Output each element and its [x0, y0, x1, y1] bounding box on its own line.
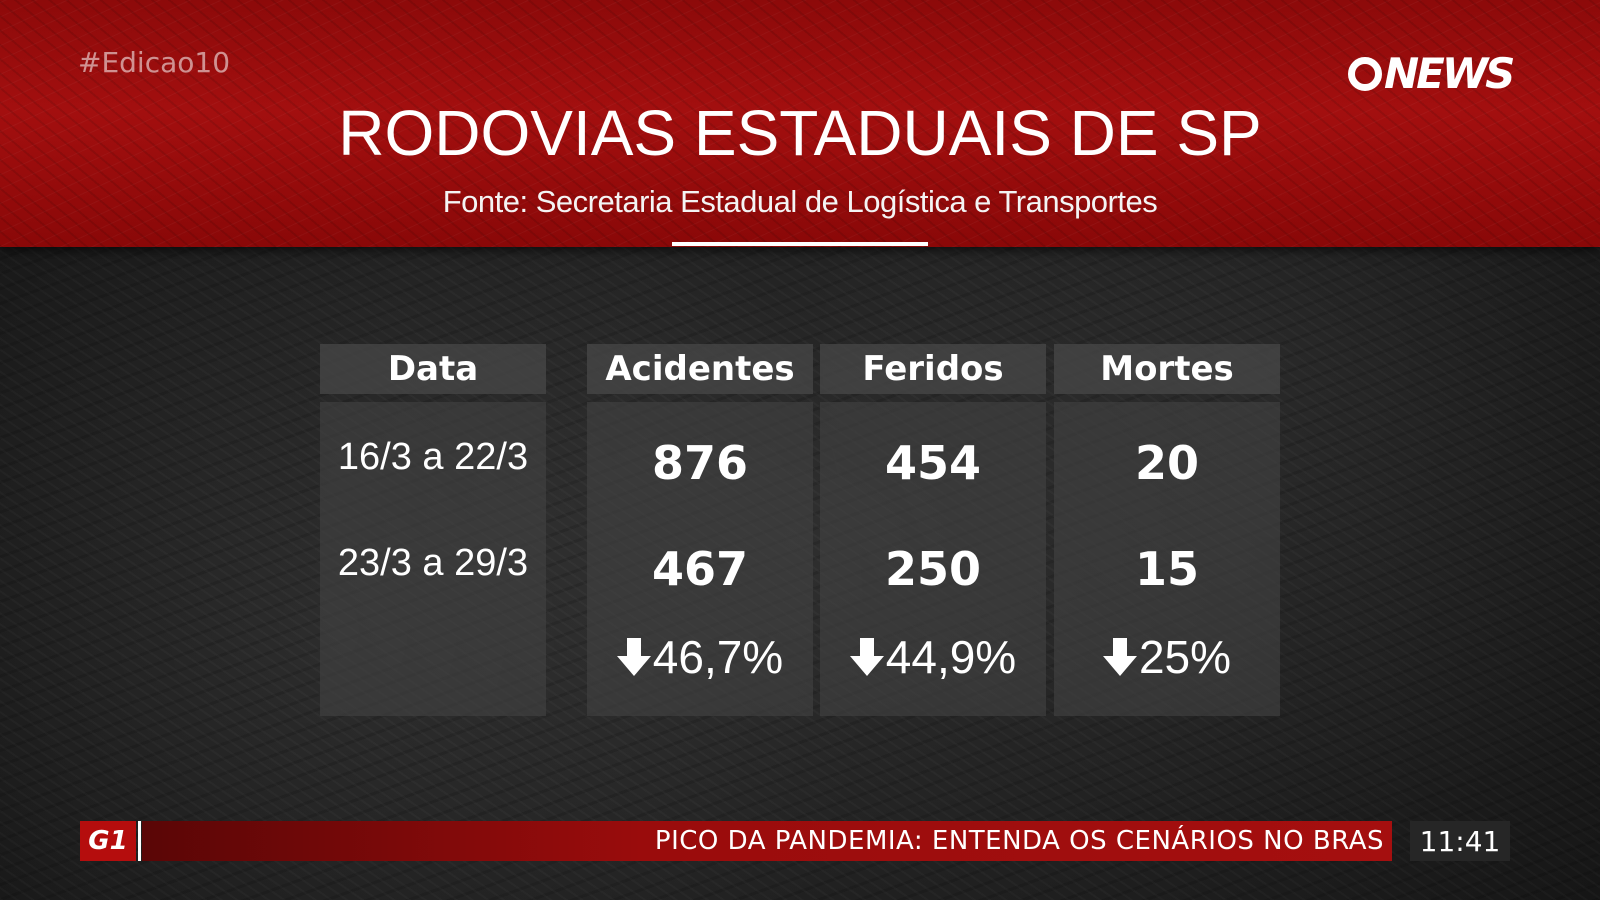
- change-value: 44,9%: [885, 631, 1017, 683]
- ticker-headline: PICO DA PANDEMIA: ENTENDA OS CENÁRIOS NO…: [654, 826, 1384, 856]
- source-line: Fonte: Secretaria Estadual de Logística …: [442, 184, 1158, 219]
- cell-value: 250: [884, 542, 982, 596]
- ticker-separator: [138, 821, 141, 861]
- arrow-down-icon: [616, 638, 651, 676]
- column-mortes: Mortes 20 15 25%: [1054, 344, 1280, 716]
- cell-date: 23/3 a 29/3: [337, 542, 529, 584]
- logo-word: NEWS: [1384, 49, 1515, 98]
- change-cell: 44,9%: [820, 630, 1046, 684]
- news-ticker: G1 PICO DA PANDEMIA: ENTENDA OS CENÁRIOS…: [80, 821, 1520, 861]
- column-body: 20 15 25%: [1054, 402, 1280, 716]
- title-divider: [672, 242, 928, 246]
- cell-value: 876: [651, 436, 749, 490]
- column-body: 876 467 46,7%: [587, 402, 813, 716]
- cell-value: 20: [1134, 436, 1199, 490]
- ticker-clock: 11:41: [1410, 821, 1510, 861]
- column-header: Feridos: [820, 344, 1046, 394]
- ticker-strip: PICO DA PANDEMIA: ENTENDA OS CENÁRIOS NO…: [142, 821, 1392, 861]
- cell-value: 15: [1134, 542, 1199, 596]
- arrow-down-icon: [1102, 638, 1137, 676]
- page-title: RODOVIAS ESTADUAIS DE SP: [338, 97, 1262, 169]
- cell-value: 467: [651, 542, 749, 596]
- header-band: #Edicao10 NEWS RODOVIAS ESTADUAIS DE SP …: [0, 0, 1600, 247]
- logo-ring-icon: [1348, 57, 1382, 91]
- arrow-down-icon: [849, 638, 884, 676]
- change-value: 25%: [1138, 631, 1232, 683]
- column-body: 454 250 44,9%: [820, 402, 1046, 716]
- column-header: Mortes: [1054, 344, 1280, 394]
- change-value: 46,7%: [652, 631, 784, 683]
- column-header: Acidentes: [587, 344, 813, 394]
- cell-date: 16/3 a 22/3: [337, 436, 529, 478]
- column-acidentes: Acidentes 876 467 46,7%: [587, 344, 813, 716]
- hashtag: #Edicao10: [78, 46, 231, 79]
- cell-value: 454: [884, 436, 982, 490]
- gnews-logo: NEWS: [1348, 50, 1518, 98]
- column-header: Data: [320, 344, 546, 394]
- column-body: 16/3 a 22/3 23/3 a 29/3: [320, 402, 546, 716]
- column-data: Data 16/3 a 22/3 23/3 a 29/3: [320, 344, 546, 716]
- column-feridos: Feridos 454 250 44,9%: [820, 344, 1046, 716]
- g1-logo: G1: [80, 821, 136, 861]
- change-cell: 25%: [1054, 630, 1280, 684]
- change-cell: 46,7%: [587, 630, 813, 684]
